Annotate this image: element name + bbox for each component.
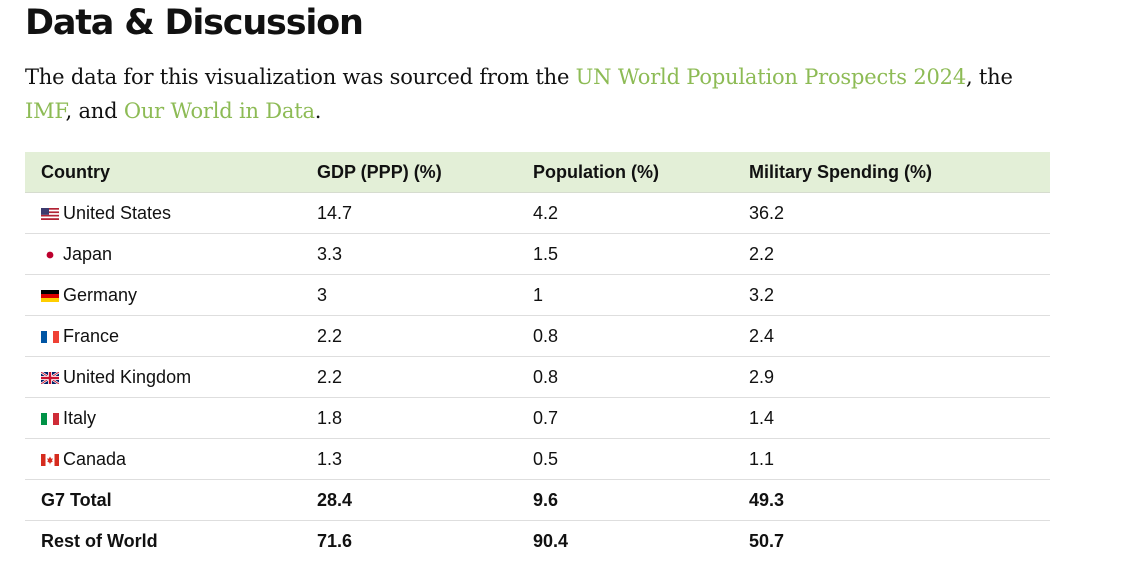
intro-text: . <box>314 99 322 123</box>
country-cell: Japan <box>25 233 301 275</box>
gdp-cell: 3 <box>301 274 517 316</box>
gdp-cell: 2.2 <box>301 315 517 357</box>
country-cell: France <box>25 315 301 357</box>
france-flag-icon <box>41 330 59 343</box>
table-row-total: Rest of World 71.6 90.4 50.7 <box>25 521 1050 562</box>
country-name: Italy <box>63 407 97 428</box>
population-cell: 4.2 <box>517 192 733 234</box>
military-cell: 1.1 <box>733 438 1050 480</box>
population-cell: 90.4 <box>533 530 569 551</box>
table-row-total: G7 Total 28.4 9.6 49.3 <box>25 479 1050 521</box>
population-cell: 1 <box>517 274 733 316</box>
canada-flag-icon <box>41 453 59 466</box>
intro-text: , the <box>965 65 1013 89</box>
military-cell: 50.7 <box>749 530 785 551</box>
imf-link[interactable]: IMF <box>25 99 66 123</box>
gdp-cell: 2.2 <box>301 356 517 398</box>
population-cell: 9.6 <box>517 479 733 521</box>
germany-flag-icon <box>41 289 59 302</box>
column-header-gdp: GDP (PPP) (%) <box>301 152 517 193</box>
population-cell: 0.8 <box>517 315 733 357</box>
country-name: Germany <box>63 284 138 305</box>
gdp-cell: 71.6 <box>317 530 353 551</box>
column-header-country: Country <box>25 152 301 193</box>
country-cell: Italy <box>25 397 301 439</box>
gdp-cell: 28.4 <box>301 479 517 521</box>
population-cell: 0.7 <box>517 397 733 439</box>
population-cell: 0.8 <box>517 356 733 398</box>
table-row: Canada 1.3 0.5 1.1 <box>25 438 1050 480</box>
column-header-military: Military Spending (%) <box>733 152 1050 193</box>
gdp-cell: 1.8 <box>301 397 517 439</box>
column-header-population: Population (%) <box>517 152 733 193</box>
population-cell: 1.5 <box>517 233 733 275</box>
country-name: United Kingdom <box>63 366 192 387</box>
country-cell: United States <box>25 192 301 234</box>
intro-text: , and <box>65 99 124 123</box>
military-cell: 3.2 <box>733 274 1050 316</box>
our-world-in-data-link[interactable]: Our World in Data <box>123 99 315 123</box>
intro-text: The data for this visualization was sour… <box>25 65 576 89</box>
italy-flag-icon <box>41 412 59 425</box>
military-cell: 36.2 <box>733 192 1050 234</box>
military-cell: 2.2 <box>733 233 1050 275</box>
country-cell: Germany <box>25 274 301 316</box>
gdp-cell: 3.3 <box>301 233 517 275</box>
military-cell: 49.3 <box>733 479 1050 521</box>
country-name: France <box>63 325 120 346</box>
population-cell: 0.5 <box>517 438 733 480</box>
uk-flag-icon <box>41 371 59 384</box>
table-row: France 2.2 0.8 2.4 <box>25 315 1050 357</box>
country-cell: United Kingdom <box>25 356 301 398</box>
military-cell: 1.4 <box>733 397 1050 439</box>
country-name: Japan <box>63 243 113 264</box>
gdp-cell: 1.3 <box>301 438 517 480</box>
military-cell: 2.4 <box>733 315 1050 357</box>
section-heading: Data & Discussion <box>25 3 364 43</box>
country-cell: Rest of World <box>41 530 158 551</box>
japan-flag-icon <box>41 248 59 261</box>
intro-paragraph: The data for this visualization was sour… <box>25 60 1065 128</box>
us-flag-icon <box>41 207 59 220</box>
country-cell: G7 Total <box>25 479 301 521</box>
table-row: Italy 1.8 0.7 1.4 <box>25 397 1050 439</box>
g7-data-table: Country GDP (PPP) (%) Population (%) Mil… <box>25 152 1050 561</box>
gdp-cell: 14.7 <box>301 192 517 234</box>
table-header-row: Country GDP (PPP) (%) Population (%) Mil… <box>25 152 1050 193</box>
table-row: Germany 3 1 3.2 <box>25 274 1050 316</box>
country-name: Canada <box>63 448 127 469</box>
table-row: Japan 3.3 1.5 2.2 <box>25 233 1050 275</box>
military-cell: 2.9 <box>733 356 1050 398</box>
country-cell: Canada <box>25 438 301 480</box>
country-name: United States <box>63 202 172 223</box>
table-row: United Kingdom 2.2 0.8 2.9 <box>25 356 1050 398</box>
table-row: United States 14.7 4.2 36.2 <box>25 192 1050 234</box>
un-wpp-link[interactable]: UN World Population Prospects 2024 <box>575 65 967 89</box>
